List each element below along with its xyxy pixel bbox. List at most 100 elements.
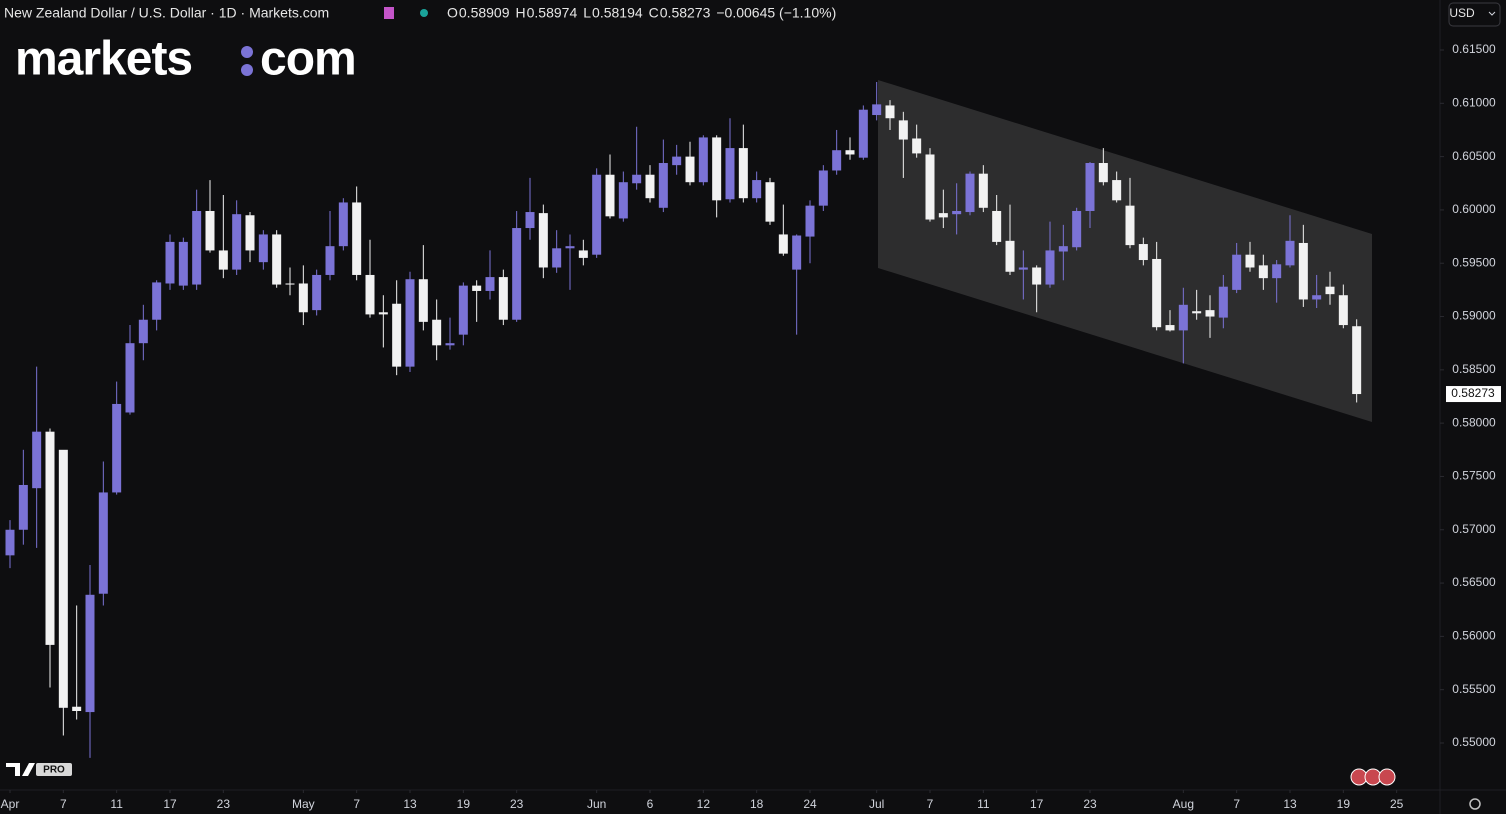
y-tick-label: 0.61500 [1452, 42, 1496, 56]
candle-body [658, 163, 668, 208]
candle-body [1272, 264, 1282, 279]
candle-body [1258, 265, 1268, 279]
candle-body [178, 241, 188, 286]
candle-body [72, 706, 82, 711]
candle-body [1138, 244, 1148, 261]
y-tick-label: 0.55500 [1452, 682, 1496, 696]
candle-body [165, 241, 175, 284]
candle-body [1325, 286, 1335, 295]
candle-body [32, 431, 42, 489]
candle-body [138, 319, 148, 344]
candle-body [272, 234, 282, 285]
candle-body [525, 212, 535, 229]
last-price-tag [1446, 386, 1501, 403]
candle-body [285, 283, 295, 285]
candle-body [1165, 325, 1175, 331]
candle-body [1152, 258, 1162, 328]
candle-body [218, 250, 228, 270]
x-tick-label: 23 [217, 797, 231, 811]
candle-body [512, 228, 522, 320]
candle-body [832, 150, 842, 171]
channel [878, 80, 1372, 422]
ohlc-value: 0.58194 [592, 5, 643, 21]
ohlc-key: L [583, 5, 591, 21]
x-tick-label: 23 [1083, 797, 1097, 811]
candle-body [325, 246, 335, 275]
x-tick-label: Aug [1173, 797, 1194, 811]
candle-body [1312, 295, 1322, 300]
currency-label[interactable]: USD [1449, 6, 1475, 20]
candle-body [312, 274, 322, 311]
x-tick-label: Apr [1, 797, 20, 811]
candle-body [1298, 242, 1308, 300]
ohlc-key: O [447, 5, 458, 21]
x-tick-label: 11 [977, 797, 990, 811]
candle-body [565, 246, 575, 249]
x-tick-label: 17 [163, 797, 177, 811]
y-tick-label: 0.60000 [1452, 202, 1496, 216]
x-tick-label: Jun [587, 797, 606, 811]
candle-body [672, 156, 682, 166]
x-tick-label: 6 [647, 797, 654, 811]
x-tick-label: 7 [60, 797, 67, 811]
candle-body [1338, 295, 1348, 326]
candle-body [232, 214, 242, 270]
candle-body [898, 120, 908, 140]
candle-body [1018, 267, 1028, 270]
candle-body [125, 343, 135, 413]
x-tick-label: Jul [869, 797, 884, 811]
y-tick-label: 0.56500 [1452, 575, 1496, 589]
candle-body [552, 248, 562, 268]
y-tick-label: 0.59500 [1452, 255, 1496, 269]
candle-body [698, 137, 708, 183]
candle-body [805, 205, 815, 237]
tv-logo [6, 763, 35, 776]
ohlc-change: −0.00645 (−1.10%) [716, 5, 836, 21]
candle-body [5, 529, 15, 556]
y-tick-label: 0.57500 [1452, 469, 1496, 483]
x-tick-label: 18 [750, 797, 764, 811]
candle-body [1205, 310, 1215, 317]
settings-icon[interactable] [1469, 798, 1481, 810]
x-tick-label: 13 [1283, 797, 1297, 811]
candle-body [1112, 180, 1122, 201]
y-tick-label: 0.58500 [1452, 362, 1496, 376]
candle-body [392, 303, 402, 367]
candle-body [1045, 250, 1055, 285]
x-tick-label: 7 [353, 797, 360, 811]
candle-body [725, 148, 735, 200]
candle-body [645, 174, 655, 199]
x-tick-label: 24 [803, 797, 817, 811]
logo-dot [241, 64, 253, 76]
candle-body [925, 154, 935, 220]
candle-body [1058, 246, 1068, 252]
logo-right: com [260, 33, 356, 86]
candle-body [1192, 311, 1202, 314]
ohlc-value: 0.58974 [527, 5, 578, 21]
candle-body [432, 319, 442, 346]
candle-body [365, 274, 375, 315]
candle-body [192, 210, 202, 285]
candle-body [245, 215, 255, 251]
candle-body [978, 173, 988, 208]
event-flag[interactable] [1378, 768, 1396, 786]
candle-body [592, 174, 602, 255]
candle-body [578, 250, 588, 258]
candle-body [1085, 163, 1095, 211]
x-tick-label: 25 [1390, 797, 1404, 811]
candle-body [418, 279, 428, 322]
candle-body [1178, 304, 1188, 331]
candle-body [1218, 286, 1228, 318]
currency-button[interactable] [1448, 2, 1501, 27]
candle-body [605, 174, 615, 217]
y-tick-label: 0.58000 [1452, 415, 1496, 429]
candle-body [1352, 326, 1362, 395]
candle-body [952, 210, 962, 215]
candle-body [378, 312, 388, 315]
candle-body [992, 210, 1002, 242]
candle-body [872, 104, 882, 116]
candle-body [538, 213, 548, 268]
pro-label: PRO [43, 765, 65, 776]
candle-body [338, 202, 348, 247]
